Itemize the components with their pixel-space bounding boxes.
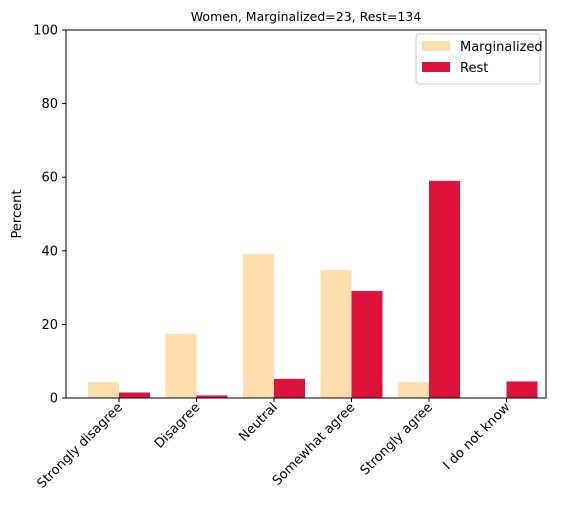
bars-group [88,180,538,398]
bar-rest-1 [119,392,150,398]
x-tick-label: I do not know [440,400,513,473]
x-tick-label: Strongly disagree [34,400,125,491]
legend: Marginalized Rest [415,33,543,85]
y-tick-label: 80 [41,97,58,112]
legend-label-rest: Rest [460,61,488,76]
legend-swatch-rest [422,62,450,72]
bar-rest-4 [351,290,383,398]
x-tick-label: Neutral [236,400,281,445]
bar-marginalized-3 [243,254,274,398]
x-tick-label: Strongly agree [358,400,436,478]
legend-label-marginalized: Marginalized [460,40,543,55]
bar-rest-2 [196,395,228,398]
x-tick-label: Disagree [152,400,203,451]
x-tick-label: Somewhat agree [270,400,359,489]
y-tick-label: 60 [41,171,58,186]
bar-marginalized-5 [398,382,429,398]
y-tick-label: 40 [41,244,58,259]
x-axis: Strongly disagree Disagree NeutralSomewhat… [34,398,514,492]
plot-frame [65,29,547,399]
y-tick-label: 100 [33,24,58,39]
bar-marginalized-4 [320,269,352,398]
bar-rest-5 [429,180,460,398]
chart-title: Women, Marginalized=23, Rest=134 [191,9,421,24]
bar-marginalized-2 [165,333,197,398]
legend-swatch-marginalized [422,41,450,51]
y-axis-title: Percent [10,190,25,239]
y-tick-label: 0 [50,392,58,407]
bar-marginalized-1 [88,382,119,398]
bar-rest-6 [506,381,538,398]
y-tick-label: 20 [41,318,58,333]
bar-rest-3 [274,378,305,398]
y-axis: 0 20 40 60 80 100 [33,24,66,407]
